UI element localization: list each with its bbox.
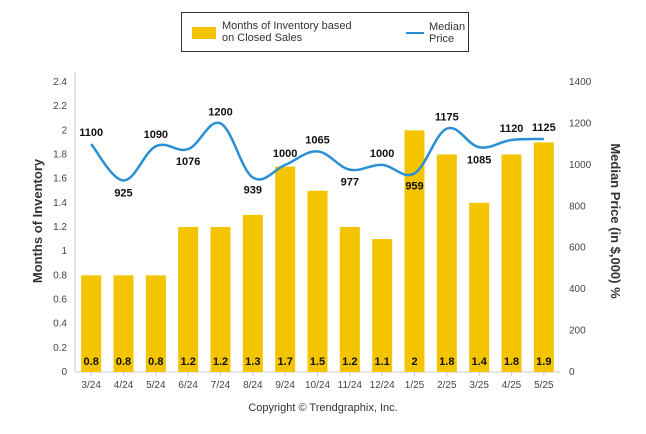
legend-bar-label-line2: on Closed Sales [222, 32, 303, 44]
line-data-label: 939 [244, 184, 262, 196]
y2-tick-label: 800 [569, 201, 586, 212]
x-tick-label: 10/24 [305, 380, 330, 391]
line-data-label: 1175 [435, 112, 459, 124]
bar-data-label: 1.5 [310, 356, 325, 368]
y2-tick-label: 400 [569, 284, 586, 295]
legend-line-label: Median Price [429, 21, 466, 45]
line-data-label: 925 [114, 187, 132, 199]
bar-data-label: 1.1 [375, 356, 390, 368]
y2-tick-label: 1000 [569, 160, 592, 171]
line-data-label: 1085 [467, 154, 491, 166]
x-tick-label: 4/25 [502, 380, 522, 391]
y2-tick-label: 200 [569, 326, 586, 337]
x-tick-label: 1/25 [405, 380, 425, 391]
legend-bar-label-line1: Months of Inventory based [222, 20, 352, 32]
line-data-label: 1000 [273, 148, 297, 160]
line-data-label: 1000 [370, 148, 394, 160]
y2-tick-label: 600 [569, 243, 586, 254]
x-tick-label: 2/25 [437, 380, 457, 391]
x-tick-label: 3/24 [81, 380, 101, 391]
y-tick-label: 1.2 [53, 222, 67, 233]
y-tick-label: 0 [61, 367, 67, 378]
bar-data-label: 1.2 [181, 356, 196, 368]
y2-axis-title: Median Price (in $,000) % [608, 143, 623, 299]
x-tick-label: 9/24 [275, 380, 295, 391]
bar [533, 142, 554, 372]
legend-line-swatch [406, 32, 424, 34]
axes: 0 0.2 0.4 0.6 0.8 1 1.2 1.4 1.6 1.8 2 2.2 2.4 0 200 400… [53, 72, 592, 391]
bar-data-label: 1.2 [213, 356, 228, 368]
line-data-label: 1120 [500, 123, 524, 135]
x-tick-label: 11/24 [338, 380, 363, 391]
bar-data-label: 1.8 [504, 356, 519, 368]
y-axis-title: Months of Inventory [30, 158, 45, 283]
line-series [90, 121, 544, 182]
y-tick-label: 1.6 [53, 174, 67, 185]
bar-data-label: 1.9 [536, 356, 551, 368]
y-tick-label: 1 [61, 246, 67, 257]
line-data-label: 959 [405, 180, 423, 192]
y-tick-label: 0.4 [53, 319, 67, 330]
x-tick-label: 12/24 [370, 380, 395, 391]
bar-data-label: 0.8 [84, 356, 99, 368]
bar [339, 227, 360, 372]
bar [404, 130, 425, 372]
y-tick-label: 2.2 [53, 101, 67, 112]
line-data-label: 1125 [532, 122, 556, 134]
y-tick-label: 1.4 [53, 198, 67, 209]
line-data-label: 1090 [144, 129, 168, 141]
x-tick-label: 5/25 [534, 380, 554, 391]
bar [307, 190, 328, 372]
bar-data-labels: 0.8 0.8 0.8 1.2 1.2 1.3 1.7 1.5 1.2 1.1 2 1.8 1.4 1.8… [84, 356, 552, 368]
bar [436, 154, 457, 372]
line-data-label: 1100 [79, 127, 103, 139]
line-data-label: 977 [341, 177, 359, 189]
y-tick-label: 2.4 [53, 77, 67, 88]
bar-series [81, 130, 554, 372]
y-tick-label: 1.8 [53, 150, 67, 161]
x-tick-label: 5/24 [146, 380, 166, 391]
bar [501, 154, 522, 372]
x-tick-label: 3/25 [469, 380, 489, 391]
line-data-labels: 1100 925 1090 1076 1200 939 1000 1065 977 1000 959… [79, 106, 556, 199]
bar [372, 239, 393, 372]
y-tick-label: 0.6 [53, 295, 67, 306]
bar [178, 227, 199, 372]
bar [113, 275, 134, 372]
line-data-label: 1076 [176, 156, 200, 168]
x-tick-label: 4/24 [114, 380, 134, 391]
x-tick-label: 8/24 [243, 380, 263, 391]
bar [210, 227, 231, 372]
bar [81, 275, 102, 372]
y-tick-label: 0.2 [53, 343, 67, 354]
bar-data-label: 0.8 [116, 356, 131, 368]
x-tick-label: 6/24 [178, 380, 198, 391]
bar-data-label: 1.7 [278, 356, 293, 368]
y2-tick-label: 0 [569, 367, 575, 378]
bar-data-label: 0.8 [148, 356, 163, 368]
legend: Months of Inventory based on Closed Sale… [181, 12, 469, 52]
copyright-text: Copyright © Trendgraphix, Inc. [248, 402, 398, 414]
x-tick-label: 7/24 [211, 380, 231, 391]
y-tick-label: 2 [61, 125, 67, 136]
bar [242, 214, 263, 372]
bar [145, 275, 166, 372]
bar-data-label: 1.2 [342, 356, 357, 368]
bar [275, 166, 296, 372]
y2-tick-label: 1400 [569, 77, 592, 88]
bar [469, 202, 490, 372]
line-data-label: 1200 [208, 106, 232, 118]
y2-tick-label: 1200 [569, 118, 592, 129]
median-price-line [90, 121, 544, 182]
legend-bar-swatch [192, 27, 216, 39]
bar-data-label: 1.8 [439, 356, 454, 368]
y-tick-label: 0.8 [53, 270, 67, 281]
bar-data-label: 2 [411, 356, 417, 368]
line-data-label: 1065 [305, 134, 329, 146]
bar-data-label: 1.3 [245, 356, 260, 368]
bar-data-label: 1.4 [472, 356, 488, 368]
